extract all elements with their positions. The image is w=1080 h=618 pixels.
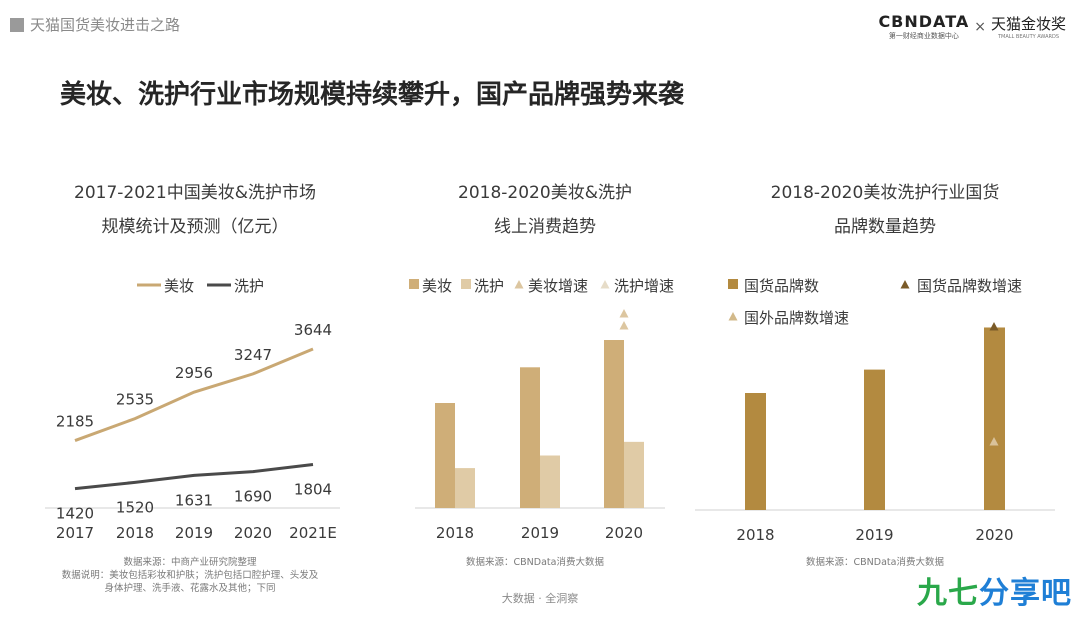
chart1-label-makeup: 2535 bbox=[116, 391, 154, 409]
chart1-label-makeup: 3247 bbox=[234, 346, 272, 364]
chart2-legend-wash-growth-marker bbox=[600, 280, 610, 289]
chart2-bar-wash bbox=[624, 441, 644, 508]
section-marker-icon bbox=[10, 17, 24, 32]
chart1-label-wash: 1631 bbox=[175, 491, 213, 509]
chart2-makeup-growth-marker bbox=[619, 309, 629, 318]
chart1-x-tick: 2017 bbox=[56, 524, 94, 542]
chart3-x-tick: 2018 bbox=[736, 526, 774, 544]
chart3-x-tick: 2020 bbox=[975, 526, 1013, 544]
chart3-title-line1: 2018-2020美妆洗护行业国货 bbox=[770, 183, 1000, 203]
chart2-title: 2018-2020美妆&洗护 线上消费趋势 bbox=[395, 176, 695, 244]
watermark-part2: 分享吧 bbox=[979, 576, 1072, 611]
chart3-domestic-growth-marker bbox=[989, 322, 999, 331]
chart2-bar-wash bbox=[540, 455, 560, 508]
chart3-source-line: 数据来源：CBNData消费大数据 bbox=[806, 557, 944, 568]
chart1-x-tick: 2020 bbox=[234, 524, 272, 542]
chart1-note-line1: 数据说明：美妆包括彩妆和护肤；洗护包括口腔护理、头发及 bbox=[61, 570, 319, 581]
section-title: 天猫国货美妆进击之路 bbox=[30, 16, 181, 34]
chart3-bar-domestic bbox=[864, 369, 885, 510]
chart1-legend-makeup-label: 美妆 bbox=[164, 277, 194, 295]
chart3-title-line2: 品牌数量趋势 bbox=[834, 217, 936, 237]
chart1-label-wash: 1520 bbox=[116, 498, 154, 516]
chart3-legend-domestic-growth-marker bbox=[900, 280, 910, 289]
chart3-legend-foreign-growth-marker bbox=[728, 312, 738, 321]
chart2-x-tick: 2020 bbox=[605, 524, 643, 542]
cbndata-logo: CBNDATA 第一财经商业数据中心 bbox=[878, 12, 969, 41]
chart2-bar-makeup bbox=[604, 340, 624, 508]
chart3-legend-domestic-swatch bbox=[728, 279, 738, 289]
chart2-x-tick: 2018 bbox=[436, 524, 474, 542]
chart1-title-line2: 规模统计及预测（亿元） bbox=[101, 217, 289, 237]
cbndata-logo-text: CBNDATA bbox=[878, 12, 970, 31]
chart1-x-tick: 2021E bbox=[289, 524, 337, 542]
chart2-source: 数据来源：CBNData消费大数据 bbox=[400, 556, 670, 569]
chart1-legend-wash-label: 洗护 bbox=[234, 277, 264, 295]
chart3-title: 2018-2020美妆洗护行业国货 品牌数量趋势 bbox=[720, 176, 1050, 244]
cbndata-logo-sub: 第一财经商业数据中心 bbox=[888, 32, 959, 40]
chart3-legend-domestic-label: 国货品牌数 bbox=[744, 277, 819, 295]
chart3-source: 数据来源：CBNData消费大数据 bbox=[740, 556, 1010, 569]
chart3-legend-domestic-growth-label: 国货品牌数增速 bbox=[917, 277, 1022, 295]
page-title: 美妆、洗护行业市场规模持续攀升，国产品牌强势来袭 bbox=[60, 80, 685, 110]
chart2-legend-makeup-growth-label: 美妆增速 bbox=[528, 277, 588, 295]
tmall-logo: 天猫金妆奖 TMALL BEAUTY AWARDS bbox=[991, 13, 1066, 40]
chart1-label-wash: 1420 bbox=[56, 505, 94, 523]
chart1-label-makeup: 3644 bbox=[294, 321, 332, 339]
chart1-x-tick: 2018 bbox=[116, 524, 154, 542]
chart3-foreign-growth-marker bbox=[989, 437, 999, 446]
chart2-wash-growth-marker bbox=[619, 321, 629, 330]
watermark-part1: 九七 bbox=[917, 576, 979, 611]
chart2-x-tick: 2019 bbox=[521, 524, 559, 542]
chart2-legend-makeup-swatch bbox=[409, 279, 419, 289]
chart2-bar-makeup bbox=[435, 403, 455, 508]
chart2-legend-wash-growth-label: 洗护增速 bbox=[614, 277, 674, 295]
chart2-legend-makeup-growth-marker bbox=[514, 280, 524, 289]
chart3-bar-domestic bbox=[984, 327, 1005, 510]
chart3-legend-foreign-growth-label: 国外品牌数增速 bbox=[744, 309, 849, 327]
chart1-line-wash bbox=[74, 463, 314, 491]
chart1-source: 数据来源：中商产业研究院整理 数据说明：美妆包括彩妆和护肤；洗护包括口腔护理、头… bbox=[40, 556, 340, 595]
logo-separator: × bbox=[974, 18, 986, 35]
chart1-label-wash: 1690 bbox=[234, 488, 272, 506]
chart1-label-makeup: 2956 bbox=[175, 364, 213, 382]
chart1-line-makeup bbox=[74, 347, 314, 442]
chart3-x-tick: 2019 bbox=[855, 526, 893, 544]
section-header: 天猫国货美妆进击之路 bbox=[10, 14, 180, 35]
chart2-source-line: 数据来源：CBNData消费大数据 bbox=[466, 557, 604, 568]
tmall-logo-text: 天猫金妆奖 bbox=[990, 15, 1066, 33]
chart1-label-wash: 1804 bbox=[294, 481, 332, 499]
chart1-label-makeup: 2185 bbox=[56, 413, 94, 431]
chart2-legend-wash-swatch bbox=[461, 279, 471, 289]
chart1-title-line1: 2017-2021中国美妆&洗护市场 bbox=[74, 183, 316, 203]
chart2-legend-wash-label: 洗护 bbox=[474, 277, 504, 295]
chart2-title-line1: 2018-2020美妆&洗护 bbox=[458, 183, 632, 203]
chart1-title: 2017-2021中国美妆&洗护市场 规模统计及预测（亿元） bbox=[45, 176, 345, 244]
chart1-source-line: 数据来源：中商产业研究院整理 bbox=[123, 557, 257, 568]
chart2-bar-wash bbox=[455, 468, 475, 508]
watermark-logo: 九七分享吧 bbox=[917, 568, 1072, 612]
chart2-title-line2: 线上消费趋势 bbox=[494, 217, 596, 237]
footer-slogan: 大数据 · 全洞察 bbox=[501, 592, 579, 605]
chart3-bar-domestic bbox=[745, 393, 766, 510]
chart1-note-line2: 身体护理、洗手液、花露水及其他；下同 bbox=[104, 583, 276, 594]
tmall-logo-sub: TMALL BEAUTY AWARDS bbox=[997, 34, 1060, 40]
chart2-bar-makeup bbox=[520, 367, 540, 508]
brand-logos: CBNDATA 第一财经商业数据中心 × 天猫金妆奖 TMALL BEAUTY … bbox=[878, 12, 1066, 41]
chart1-x-tick: 2019 bbox=[175, 524, 213, 542]
chart2-legend-makeup-label: 美妆 bbox=[422, 277, 452, 295]
